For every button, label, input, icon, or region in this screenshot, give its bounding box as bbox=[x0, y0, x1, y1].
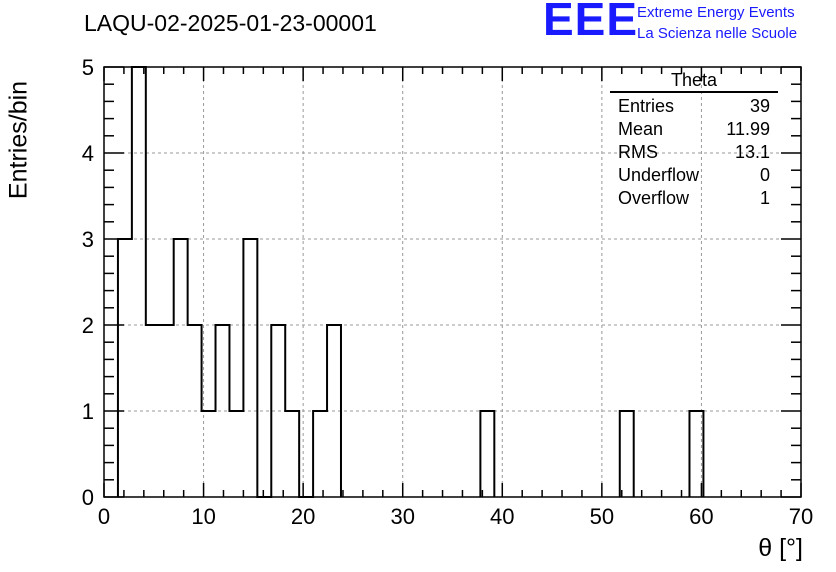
histogram-bin bbox=[229, 411, 243, 497]
histogram-bin bbox=[146, 325, 160, 497]
y-tick-label: 2 bbox=[82, 313, 94, 338]
x-axis-label: θ [°] bbox=[758, 534, 803, 562]
y-tick-label: 4 bbox=[82, 141, 94, 166]
histogram-bin bbox=[118, 239, 132, 497]
stats-row: Overflow 1 bbox=[610, 187, 778, 210]
x-tick-label: 10 bbox=[191, 504, 215, 529]
stats-label: Underflow bbox=[618, 165, 700, 185]
x-tick-label: 20 bbox=[291, 504, 315, 529]
y-tick-label: 3 bbox=[82, 227, 94, 252]
histogram-bin bbox=[174, 239, 188, 497]
plot-frame bbox=[103, 66, 802, 498]
stats-row: Underflow 0 bbox=[610, 164, 778, 187]
histogram-bin bbox=[243, 239, 257, 497]
chart-title: LAQU-02-2025-01-23-00001 bbox=[84, 10, 377, 36]
histogram-outline bbox=[116, 66, 705, 498]
stats-value: 13.1 bbox=[734, 142, 770, 162]
y-tick-label: 0 bbox=[82, 485, 94, 510]
histogram-bin bbox=[160, 325, 174, 497]
histogram-bin bbox=[216, 325, 230, 497]
histogram-bin bbox=[285, 411, 299, 497]
stats-rows: Entries 39 Mean 11.99 RMS 13.1 Underflow 0 Overf… bbox=[610, 95, 778, 210]
histogram-bin bbox=[132, 67, 146, 497]
x-tick-label: 40 bbox=[490, 504, 514, 529]
logo-line-2: La Scienza nelle Scuole bbox=[637, 25, 798, 42]
histogram-bin bbox=[313, 411, 327, 497]
stats-value: 0 bbox=[759, 165, 770, 185]
x-tick-label: 0 bbox=[98, 504, 110, 529]
stats-label: Overflow bbox=[618, 188, 690, 208]
stats-title: Theta bbox=[610, 70, 778, 93]
stats-label: Mean bbox=[618, 119, 664, 139]
x-tick-label: 30 bbox=[390, 504, 414, 529]
stats-value: 1 bbox=[759, 188, 770, 208]
histogram-bin bbox=[480, 411, 494, 497]
histogram-bin bbox=[327, 325, 341, 497]
y-tick-label: 5 bbox=[82, 55, 94, 80]
histogram-bin bbox=[188, 325, 202, 497]
stats-box: Theta Entries 39 Mean 11.99 RMS 13.1 Underflow… bbox=[610, 70, 778, 210]
stats-row: Entries 39 bbox=[610, 95, 778, 118]
x-tick-label: 60 bbox=[689, 504, 713, 529]
logo-line-1: Extreme Energy Events bbox=[637, 4, 795, 21]
stats-value: 39 bbox=[749, 96, 770, 116]
eee-logo: EEE bbox=[543, 0, 639, 45]
stats-row: Mean 11.99 bbox=[610, 118, 778, 141]
stats-label: RMS bbox=[618, 142, 658, 162]
histogram-bin bbox=[689, 411, 703, 497]
histogram-bin bbox=[202, 411, 216, 497]
histogram-bin bbox=[271, 325, 285, 497]
x-tick-label: 50 bbox=[590, 504, 614, 529]
stats-label: Entries bbox=[618, 96, 675, 116]
y-tick-label: 1 bbox=[82, 399, 94, 424]
stats-row: RMS 13.1 bbox=[610, 141, 778, 164]
stats-value: 11.99 bbox=[726, 119, 770, 139]
histogram-bin bbox=[620, 411, 634, 497]
x-tick-label: 70 bbox=[789, 504, 813, 529]
